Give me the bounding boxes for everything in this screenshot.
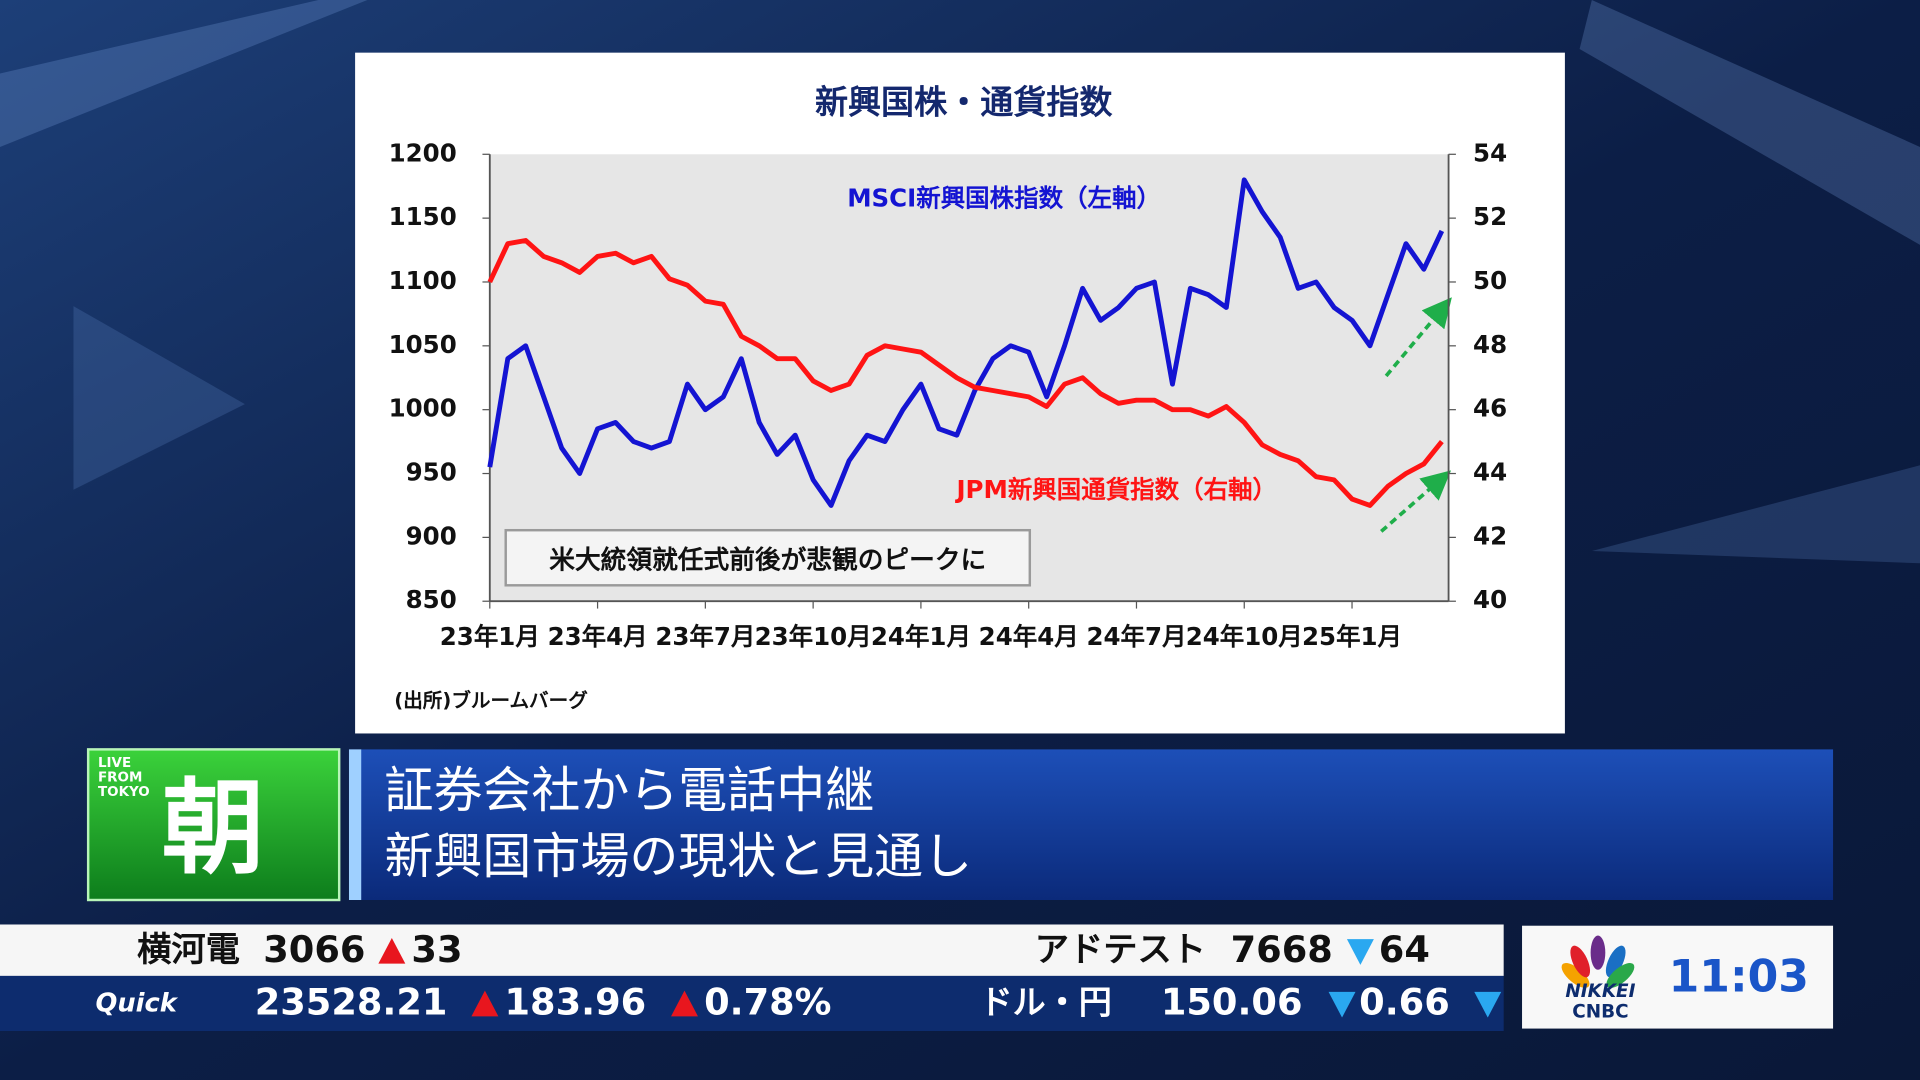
index-value: 23528.21 bbox=[255, 981, 448, 1024]
x-tick-label: 24年1月 bbox=[871, 622, 971, 651]
stock-change: 64 bbox=[1379, 928, 1430, 971]
stock-price: 7668 bbox=[1231, 928, 1333, 971]
trend-arrow bbox=[1384, 297, 1452, 378]
headline: 新興国市場の現状と見通し bbox=[384, 828, 972, 885]
x-tick-label: 24年4月 bbox=[979, 622, 1079, 651]
headline-box bbox=[348, 749, 1834, 900]
y2-tick-label: 42 bbox=[1473, 521, 1507, 550]
chart: 850 900 950 1000 1050 1100 1150 1200 40 42 44 46 48 5… bbox=[389, 138, 1507, 651]
change-arrow bbox=[1474, 991, 1502, 1018]
badge-text: TOKYO bbox=[98, 785, 150, 800]
y2-tick-label: 48 bbox=[1473, 330, 1507, 359]
y-tick-label: 1150 bbox=[389, 202, 457, 231]
y-tick-label: 1100 bbox=[389, 266, 457, 295]
series-line bbox=[487, 238, 1444, 508]
x-tick-label: 24年7月 bbox=[1086, 622, 1186, 651]
x-tick-label: 23年4月 bbox=[548, 622, 648, 651]
badge-text: LIVE bbox=[98, 756, 131, 771]
peacock-logo bbox=[1561, 935, 1635, 988]
annotation: 米大統領就任式前後が悲観のピークに bbox=[549, 544, 986, 575]
x-tick-label: 23年1月 bbox=[440, 622, 540, 651]
background-decor bbox=[0, 0, 1920, 564]
index-change-pct: 0.78% bbox=[704, 981, 831, 1024]
x-tick-label: 23年10月 bbox=[755, 622, 872, 651]
x-tick-label: 25年1月 bbox=[1302, 622, 1402, 651]
clock: 11:03 bbox=[1669, 952, 1809, 1003]
change-arrow bbox=[1328, 991, 1356, 1018]
chart-title: 新興国株・通貨指数 bbox=[815, 83, 1113, 122]
change-arrow bbox=[471, 990, 499, 1017]
x-tick-label: 23年7月 bbox=[655, 622, 755, 651]
y2-tick-label: 52 bbox=[1473, 202, 1507, 231]
y2-tick-label: 40 bbox=[1473, 585, 1507, 614]
program-name: 朝 bbox=[162, 769, 265, 888]
logo-text: NIKKEI bbox=[1565, 981, 1635, 1002]
series-line bbox=[487, 177, 1445, 508]
change-arrow bbox=[378, 937, 406, 964]
badge-text: FROM bbox=[98, 771, 142, 786]
headline-accent bbox=[348, 749, 362, 900]
y2-tick-label: 46 bbox=[1473, 394, 1507, 423]
plot-area bbox=[489, 154, 1449, 602]
ticker-bottom bbox=[0, 975, 1504, 1032]
y2-tick-label: 50 bbox=[1473, 266, 1507, 295]
headline: 証券会社から電話中継 bbox=[384, 762, 874, 819]
y-tick-label: 1200 bbox=[389, 138, 457, 167]
y-tick-label: 850 bbox=[406, 585, 457, 614]
series-label: JPM新興国通貨指数（右軸） bbox=[954, 475, 1277, 504]
y2-tick-label: 54 bbox=[1473, 138, 1507, 167]
stock-price: 3066 bbox=[263, 928, 365, 971]
ticker-top bbox=[0, 924, 1504, 976]
change-arrow bbox=[671, 990, 698, 1017]
source: (出所)ブルームバーグ bbox=[394, 689, 588, 712]
annotation-box bbox=[504, 528, 1032, 587]
stock-name: アドテスト bbox=[1035, 930, 1206, 970]
program-badge bbox=[86, 748, 341, 902]
trend-arrow bbox=[1380, 470, 1452, 533]
y-tick-label: 1050 bbox=[389, 330, 457, 359]
series-label: MSCI新興国株指数（左軸） bbox=[847, 184, 1161, 213]
y-tick-label: 900 bbox=[406, 521, 457, 550]
index-label: Quick bbox=[96, 989, 179, 1019]
logo-text: CNBC bbox=[1572, 1002, 1628, 1023]
fx-change: 0.66 bbox=[1359, 981, 1450, 1024]
index-change: 183.96 bbox=[504, 981, 646, 1024]
y-tick-label: 1000 bbox=[389, 394, 457, 423]
change-arrow bbox=[1346, 939, 1374, 965]
y-tick-label: 950 bbox=[406, 458, 457, 487]
stock-name: 横河電 bbox=[137, 930, 240, 970]
y2-tick-label: 44 bbox=[1473, 458, 1507, 487]
fx-value: 150.06 bbox=[1161, 981, 1303, 1024]
x-tick-label: 24年10月 bbox=[1186, 622, 1303, 651]
stock-change: 33 bbox=[411, 928, 462, 971]
fx-label: ドル・円 bbox=[980, 983, 1112, 1022]
